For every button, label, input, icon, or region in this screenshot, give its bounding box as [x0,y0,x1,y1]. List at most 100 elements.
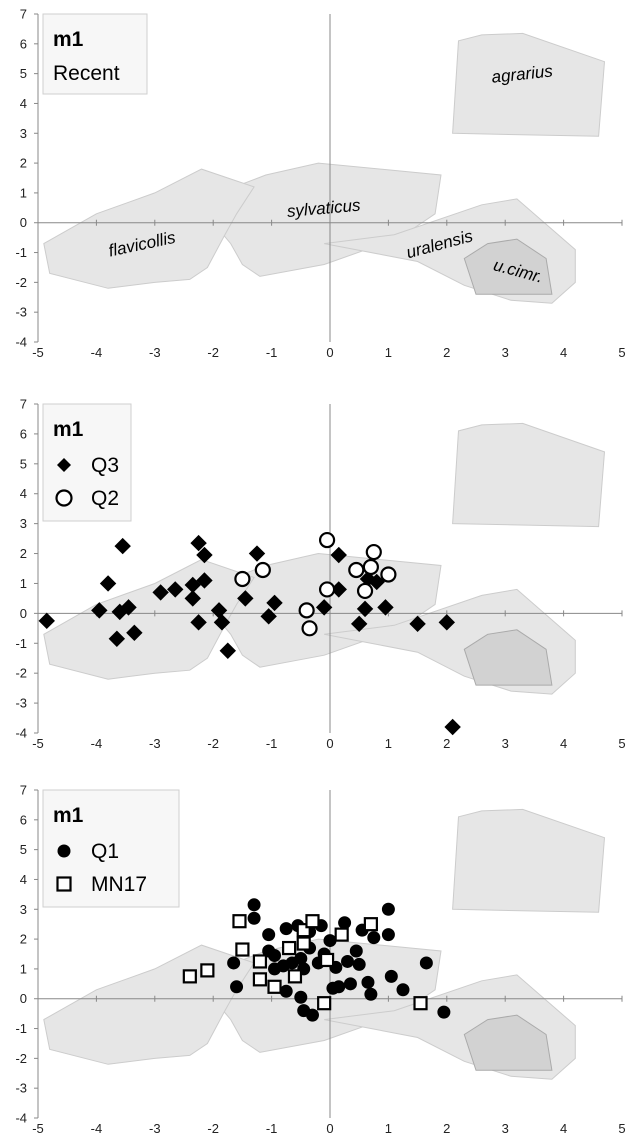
point-q1 [343,977,357,991]
x-tick-label: 2 [443,1121,450,1136]
point-q1 [338,916,352,930]
point-q1 [349,944,363,958]
point-q1 [305,1008,319,1022]
legend: m1 Q3 Q2 [42,403,132,522]
point-mn17 [319,952,335,968]
legend-marker-square-open [56,876,72,892]
panel-3: -5 -4 -3 -2 -1 0 1 2 3 4 5 -4 -3 -2 -1 0 1 2 3 4 5 6 7 m1 Q1 MN17 [15,783,625,1137]
point-q1 [361,975,375,989]
y-tick-label: 7 [20,397,27,412]
y-tick-label: 6 [20,812,27,827]
x-tick-label: -3 [149,1121,161,1136]
x-tick-label: 5 [618,736,625,751]
y-tick-label: 4 [20,486,27,501]
point-q1 [268,948,282,962]
legend-title: m1 [53,804,84,827]
point-q3 [184,590,201,607]
point-q3 [120,599,137,616]
x-tick-label: 3 [502,345,509,360]
y-tick-label: 6 [20,36,27,51]
point-q3 [108,630,126,647]
y-tick-label: 1 [20,961,27,976]
region-ucimr [463,1014,553,1071]
x-tick-label: -5 [32,736,44,751]
legend-title: m1 [53,28,84,51]
legend-box [42,13,148,95]
point-q3 [91,602,108,619]
x-tick-label: 3 [502,1121,509,1136]
point-q3 [152,584,169,601]
point-q3 [126,624,143,642]
point-mn17 [317,996,332,1011]
x-tick-label: 1 [385,345,392,360]
y-tick-label: -3 [15,1081,27,1096]
x-tick-label: -4 [91,1121,103,1136]
point-q1 [381,902,395,916]
legend-label: Q1 [91,840,119,863]
x-tick-label: 0 [326,736,333,751]
x-tick-label: -5 [32,1121,44,1136]
point-q3 [114,537,131,555]
legend: m1 Recent [42,13,148,95]
point-mn17 [267,979,282,994]
point-q2 [356,582,374,600]
y-tick-label: 0 [20,606,27,621]
point-mn17 [282,940,297,956]
point-q1 [341,954,355,968]
point-q3 [219,642,237,659]
point-q1 [279,922,293,936]
panel-1: -5 -4 -3 -2 -1 0 1 2 3 4 5-4-3-2-101234567agrarius… [15,7,625,361]
y-tick-label: -4 [15,1111,27,1126]
y-tick-label: 6 [20,426,27,441]
point-q1 [419,956,433,970]
x-tick-label: -4 [91,736,103,751]
point-q1 [332,980,346,994]
point-q3 [99,575,117,592]
point-q2 [301,620,318,637]
y-tick-label: 7 [20,7,27,22]
point-mn17 [232,914,247,929]
point-q1 [262,928,276,942]
point-mn17 [296,936,311,951]
region-ucimr [463,238,553,295]
point-q2 [298,602,315,619]
y-tick-label: 3 [20,126,27,141]
x-tick-label: 1 [385,1121,392,1136]
y-tick-label: 4 [20,96,27,111]
y-tick-label: 1 [20,185,27,200]
region-agrarius [452,422,606,528]
x-tick-label: 5 [618,1121,625,1136]
point-q2 [254,561,271,579]
point-q1 [227,956,241,970]
point-q1 [364,987,378,1001]
point-q3 [38,612,55,630]
x-tick-label: -5 [32,345,44,360]
x-tick-label: -2 [207,736,219,751]
y-tick-label: 0 [20,991,27,1006]
point-q2 [348,561,365,579]
point-q2 [362,558,379,576]
legend-marker-circle-filled [57,844,71,858]
y-tick-label: -1 [15,636,27,651]
legend-label: Q3 [91,454,119,477]
point-q3 [368,573,385,591]
point-q3 [444,718,461,736]
point-q2 [234,570,251,588]
point-q1 [230,980,244,994]
point-q3 [409,615,426,633]
legend-label: Q2 [91,487,119,510]
point-mn17 [200,963,215,978]
y-tick-label: 4 [20,872,27,887]
point-q3 [315,599,333,616]
point-q1 [367,931,381,945]
point-mn17 [252,972,268,987]
x-tick-label: 4 [560,736,567,751]
y-tick-label: 0 [20,215,27,230]
point-q3 [266,594,283,612]
point-q3 [260,608,277,625]
point-mn17 [305,914,320,929]
x-tick-label: 4 [560,345,567,360]
point-mn17 [413,996,428,1011]
point-q1 [352,957,366,971]
